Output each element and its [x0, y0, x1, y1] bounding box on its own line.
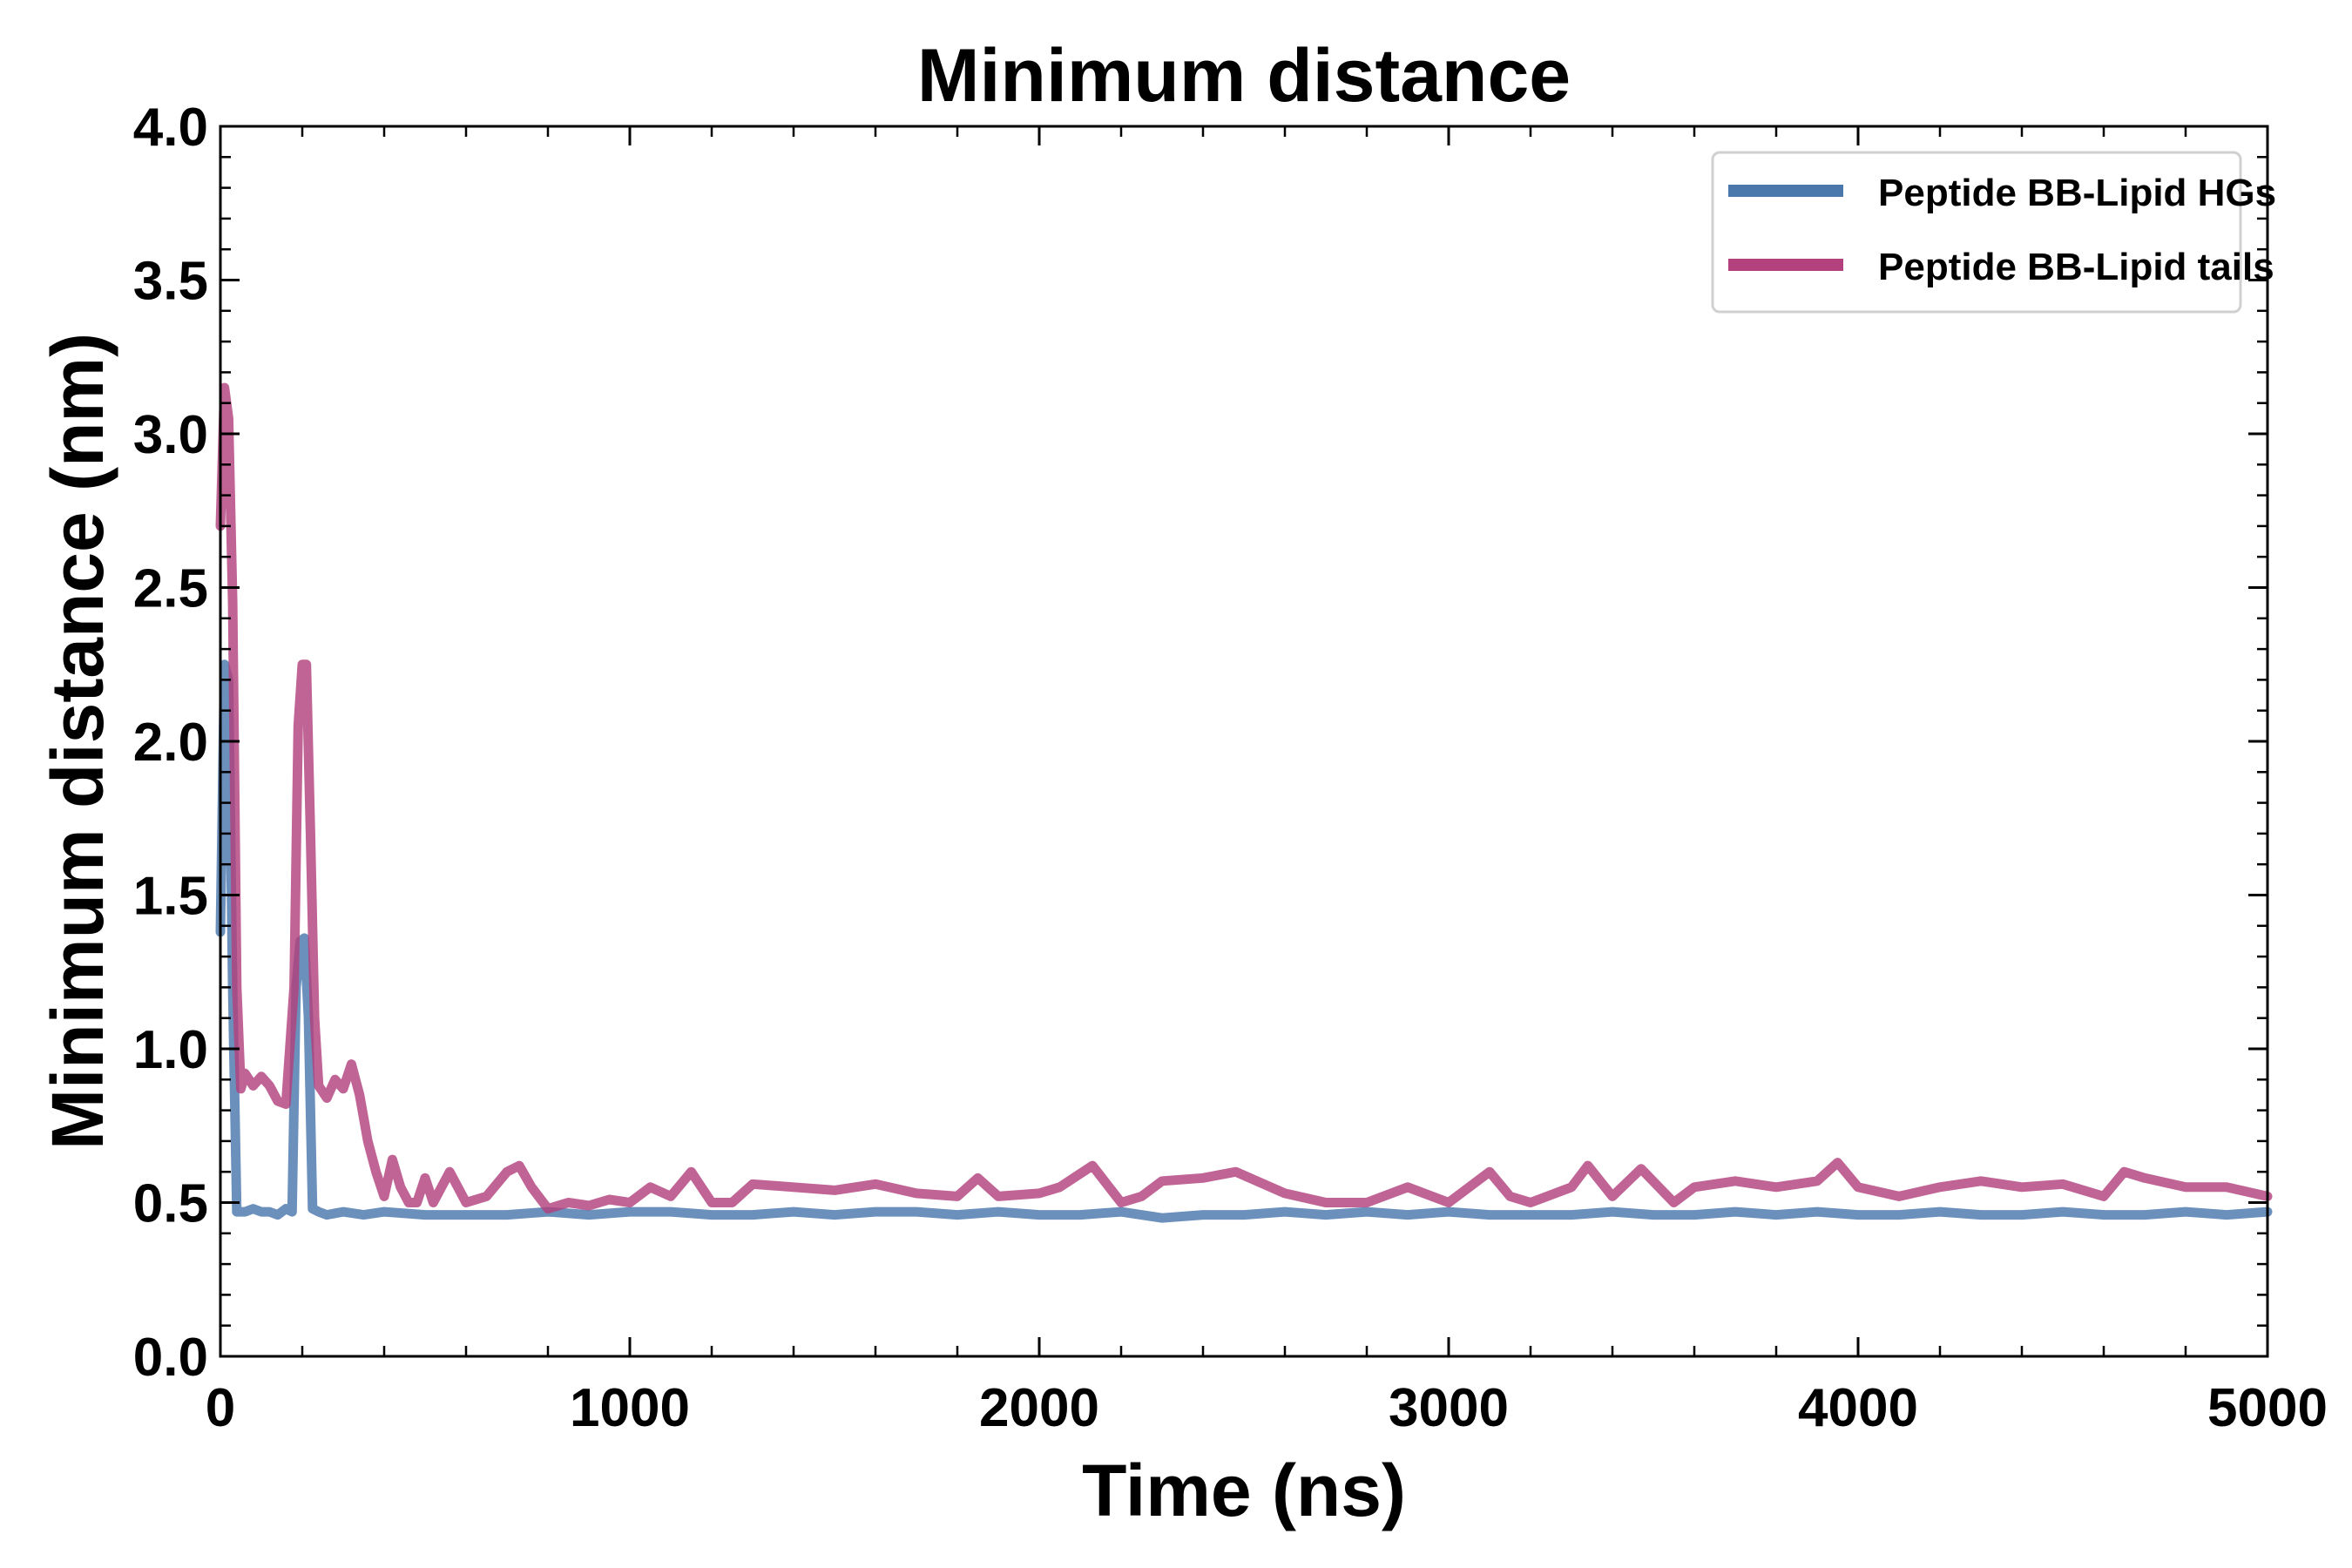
y-tick-label: 3.5: [133, 252, 208, 312]
series-layer: [215, 382, 2273, 1223]
y-tick-label: 4.0: [133, 98, 208, 158]
plot-frame: [219, 125, 2269, 1358]
x-tick-label: 4000: [1798, 1378, 1918, 1438]
y-tick-label: 0.5: [133, 1174, 208, 1234]
x-tick-label: 1000: [570, 1378, 690, 1438]
legend-box: [1711, 151, 2242, 314]
x-tick-label: 3000: [1389, 1378, 1509, 1438]
x-tick-label: 2000: [979, 1378, 1099, 1438]
x-axis-label: Time (ns): [1082, 1450, 1406, 1531]
series-line-hgs: [215, 659, 2273, 1223]
y-axis-label: Minimum distance (nm): [37, 333, 118, 1150]
y-tick-label: 2.0: [133, 713, 208, 773]
y-tick-label: 1.5: [133, 867, 208, 927]
ticks-layer: 0 1000 2000 3000 4000 5000 0.0 0.5 1.0 1.5 2.0 2.5 3…: [133, 98, 2328, 1438]
legend-label-hgs: Peptide BB-Lipid HGs: [1878, 172, 2276, 214]
x-tick-label: 0: [206, 1378, 235, 1438]
y-tick-label: 3.0: [133, 405, 208, 465]
legend: Peptide BB-Lipid HGs Peptide BB-Lipid ta…: [1711, 151, 2276, 314]
legend-label-tails: Peptide BB-Lipid tails: [1878, 246, 2274, 288]
y-tick-label: 1.0: [133, 1020, 208, 1080]
series-line-tails: [215, 382, 2273, 1214]
chart-title: Minimum distance: [917, 34, 1571, 118]
x-tick-label: 5000: [2207, 1378, 2328, 1438]
y-tick-label: 2.5: [133, 559, 208, 619]
y-tick-label: 0.0: [133, 1328, 208, 1388]
